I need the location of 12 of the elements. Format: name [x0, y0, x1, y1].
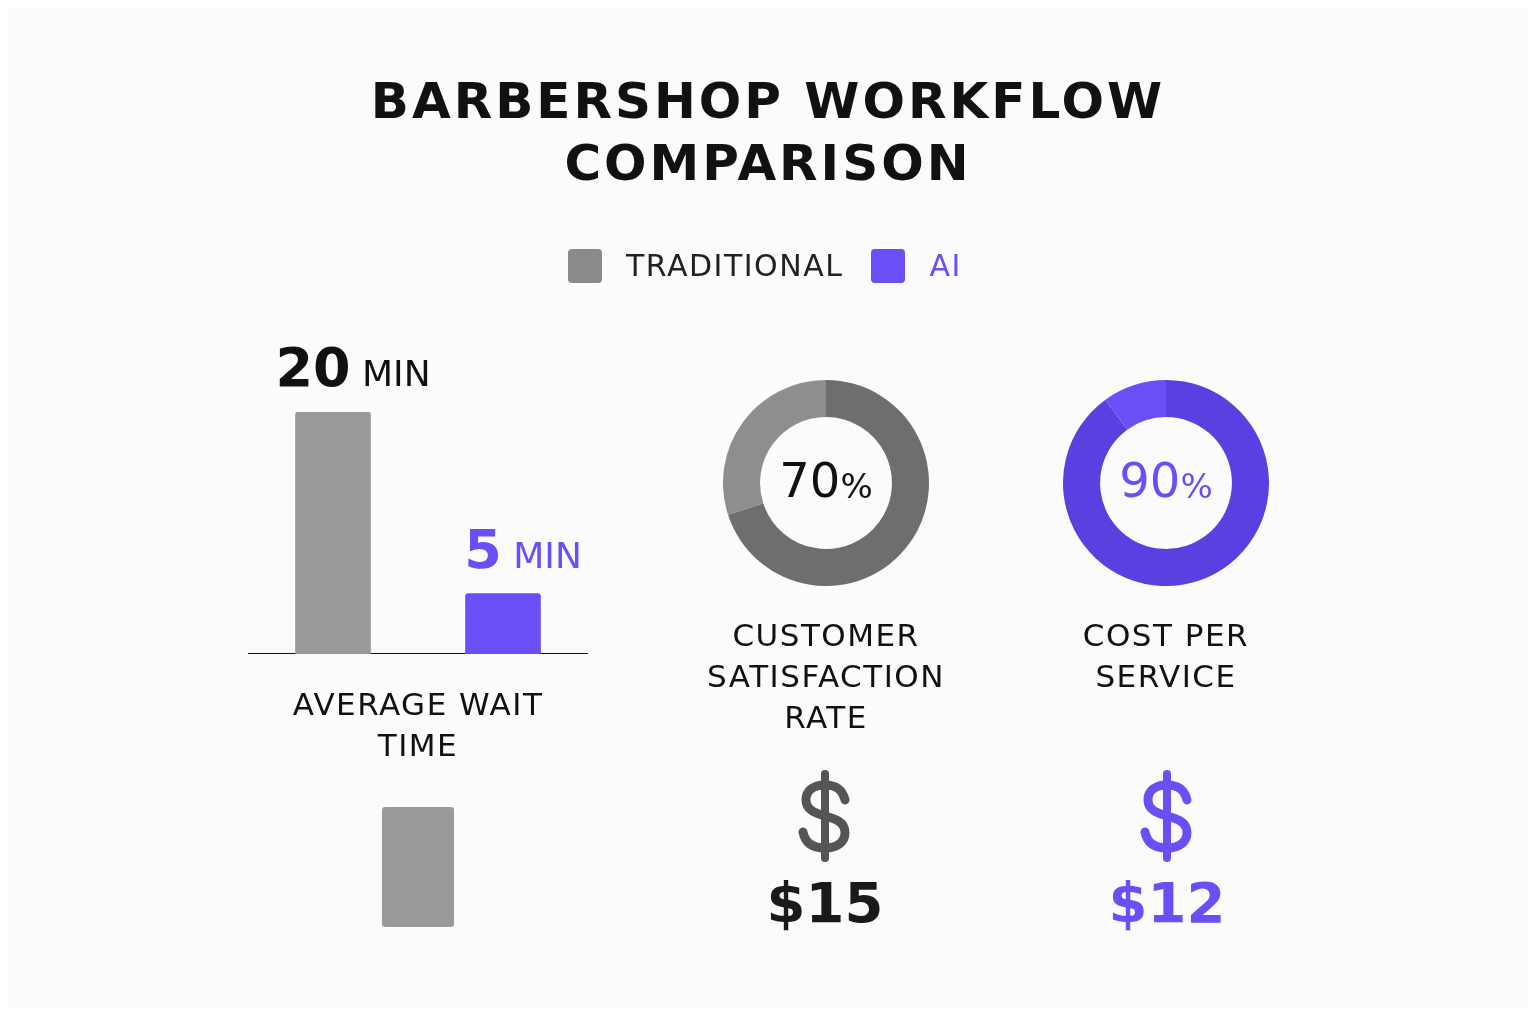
category-label: TRADITIONAL — [626, 248, 844, 283]
text: CUSTOMER SATISFACTION RATE — [706, 616, 946, 737]
data-label: 5 MIN — [464, 517, 582, 581]
x-axis-title: AVERAGE WAIT TIME — [291, 685, 545, 765]
data-label: 90% — [1119, 452, 1213, 509]
data-label: 20 MIN — [275, 336, 431, 399]
data-label: $12 — [1107, 870, 1227, 935]
data-label: 70% — [779, 452, 873, 509]
text: COST PER SERVICE — [1081, 616, 1251, 696]
text: BARBERSHOP WORKFLOW COMPARISON — [369, 71, 1167, 194]
category-label: AI — [929, 248, 962, 283]
data-label: $15 — [765, 870, 885, 935]
